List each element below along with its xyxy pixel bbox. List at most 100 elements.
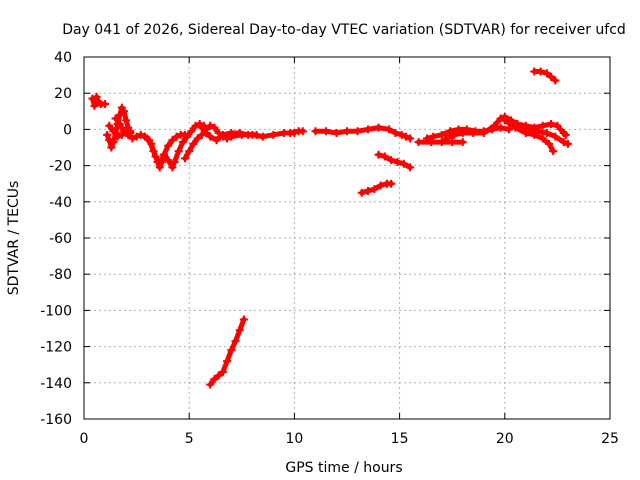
data-point-marker bbox=[185, 147, 194, 156]
data-point-marker bbox=[542, 129, 551, 138]
data-point-marker bbox=[441, 134, 450, 143]
data-point-marker bbox=[206, 121, 215, 130]
x-axis-label: GPS time / hours bbox=[285, 460, 402, 476]
data-point-marker bbox=[505, 125, 514, 134]
data-point-marker bbox=[218, 367, 227, 376]
x-tick-label: 10 bbox=[285, 431, 303, 447]
data-point-marker bbox=[193, 134, 202, 143]
data-point-marker bbox=[521, 123, 530, 132]
data-point-marker bbox=[446, 127, 455, 136]
y-tick-label: -160 bbox=[40, 412, 72, 428]
data-point-marker bbox=[374, 123, 383, 132]
data-point-marker bbox=[391, 129, 400, 138]
data-point-marker bbox=[252, 130, 261, 139]
data-point-marker bbox=[151, 152, 160, 161]
series-track-12 bbox=[374, 150, 415, 172]
data-point-marker bbox=[298, 127, 307, 136]
data-point-marker bbox=[332, 129, 341, 138]
y-tick-label: 0 bbox=[63, 122, 72, 138]
data-point-marker bbox=[563, 139, 572, 148]
data-point-marker bbox=[551, 132, 560, 141]
data-point-marker bbox=[115, 110, 124, 119]
data-point-marker bbox=[168, 163, 177, 172]
data-point-marker bbox=[122, 116, 131, 125]
data-point-marker bbox=[147, 139, 156, 148]
data-point-marker bbox=[406, 134, 415, 143]
data-point-marker bbox=[458, 129, 467, 138]
data-point-marker bbox=[469, 129, 478, 138]
y-tick-label: -140 bbox=[40, 376, 72, 392]
y-tick-label: -40 bbox=[49, 195, 72, 211]
data-point-marker bbox=[490, 121, 499, 130]
data-point-marker bbox=[143, 134, 152, 143]
data-point-marker bbox=[357, 188, 366, 197]
data-point-marker bbox=[321, 127, 330, 136]
data-point-marker bbox=[170, 157, 179, 166]
data-point-marker bbox=[511, 119, 520, 128]
data-point-marker bbox=[561, 130, 570, 139]
data-point-marker bbox=[124, 130, 133, 139]
data-point-marker bbox=[92, 92, 101, 101]
y-tick-label: -120 bbox=[40, 340, 72, 356]
data-point-marker bbox=[353, 127, 362, 136]
data-point-marker bbox=[90, 101, 99, 110]
data-point-marker bbox=[458, 138, 467, 147]
series-track-5 bbox=[143, 130, 189, 168]
data-point-marker bbox=[111, 114, 120, 123]
data-point-marker bbox=[532, 127, 541, 136]
data-point-marker bbox=[202, 129, 211, 138]
data-point-marker bbox=[376, 181, 385, 190]
series-track-11 bbox=[357, 179, 396, 197]
data-point-marker bbox=[136, 130, 145, 139]
data-point-marker bbox=[370, 185, 379, 194]
data-point-marker bbox=[155, 159, 164, 168]
data-point-marker bbox=[88, 94, 97, 103]
data-point-marker bbox=[174, 147, 183, 156]
series-track-17 bbox=[511, 119, 572, 148]
data-point-marker bbox=[206, 132, 215, 141]
data-point-marker bbox=[559, 138, 568, 147]
data-point-marker bbox=[235, 129, 244, 138]
data-point-marker bbox=[191, 121, 200, 130]
data-point-marker bbox=[429, 132, 438, 141]
data-point-marker bbox=[105, 121, 114, 130]
data-point-marker bbox=[119, 127, 128, 136]
data-point-marker bbox=[437, 130, 446, 139]
data-point-marker bbox=[269, 130, 278, 139]
data-point-marker bbox=[385, 125, 394, 134]
data-point-marker bbox=[479, 129, 488, 138]
data-point-marker bbox=[231, 337, 240, 346]
data-point-marker bbox=[500, 116, 509, 125]
x-tick-label: 25 bbox=[601, 431, 619, 447]
data-point-marker bbox=[422, 134, 431, 143]
data-point-marker bbox=[374, 150, 383, 159]
data-point-marker bbox=[399, 159, 408, 168]
data-point-marker bbox=[414, 138, 423, 147]
data-point-marker bbox=[105, 136, 114, 145]
data-point-marker bbox=[544, 139, 553, 148]
data-point-marker bbox=[210, 123, 219, 132]
data-point-marker bbox=[119, 107, 128, 116]
y-tick-label: 20 bbox=[54, 86, 72, 102]
data-point-marker bbox=[450, 130, 459, 139]
data-point-marker bbox=[223, 357, 232, 366]
series-track-8 bbox=[206, 315, 248, 389]
data-point-marker bbox=[551, 76, 560, 85]
data-point-marker bbox=[437, 138, 446, 147]
y-axis-label: SDTVAR / TECUs bbox=[6, 181, 22, 296]
data-point-marker bbox=[549, 147, 558, 156]
data-point-marker bbox=[397, 130, 406, 139]
data-point-marker bbox=[538, 121, 547, 130]
data-point-marker bbox=[189, 139, 198, 148]
data-point-marker bbox=[536, 67, 545, 76]
data-point-marker bbox=[258, 132, 267, 141]
data-point-marker bbox=[115, 119, 124, 128]
data-point-marker bbox=[387, 156, 396, 165]
data-point-marker bbox=[132, 132, 141, 141]
axes: 0 5 10 15 20 25 40 20 0 -20 -40 -60 -80 -100 -120 -140 -… bbox=[40, 50, 619, 447]
data-point-marker bbox=[538, 134, 547, 143]
x-tick-label: 20 bbox=[496, 431, 514, 447]
data-point-marker bbox=[387, 179, 396, 188]
series-track-7 bbox=[197, 123, 261, 145]
data-point-marker bbox=[159, 150, 168, 159]
